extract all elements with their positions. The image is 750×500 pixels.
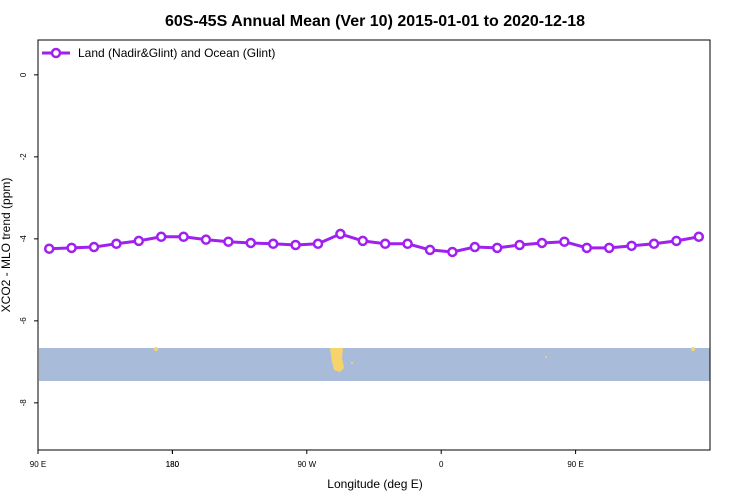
- y-tick-label: 0: [19, 72, 28, 77]
- x-tick-label: 90 E: [567, 460, 583, 469]
- land: [351, 362, 353, 364]
- data-point: [626, 240, 637, 252]
- x-tick-label: 90 W: [297, 460, 316, 469]
- data-point: [245, 237, 257, 249]
- legend-marker: [50, 47, 62, 59]
- data-point: [469, 241, 481, 253]
- land: [691, 347, 695, 351]
- data-point: [88, 241, 100, 253]
- legend-label: Land (Nadir&Glint) and Ocean (Glint): [78, 46, 275, 60]
- data-point: [223, 236, 234, 247]
- land: [330, 348, 344, 372]
- data-point: [66, 242, 77, 254]
- data-point: [603, 242, 615, 254]
- data-point: [559, 236, 570, 247]
- data-point: [536, 237, 548, 249]
- data-point: [357, 235, 369, 247]
- data-point: [514, 239, 525, 251]
- data-point: [402, 238, 413, 250]
- x-tick-label: 180: [166, 460, 180, 469]
- data-point: [155, 231, 167, 243]
- data-point: [111, 238, 122, 250]
- x-axis-label: Longitude (deg E): [327, 477, 422, 491]
- data-point: [671, 235, 682, 247]
- data-point: [267, 238, 279, 250]
- data-point: [133, 235, 145, 247]
- map-strip: [39, 347, 710, 381]
- data-point: [648, 238, 660, 250]
- data-point: [312, 238, 324, 250]
- data-point: [424, 244, 436, 256]
- data-point: [178, 231, 189, 243]
- ocean: [39, 348, 710, 381]
- x-tick-label: 0: [439, 460, 444, 469]
- y-tick-label: -8: [19, 399, 28, 407]
- land: [545, 356, 547, 358]
- data-point: [693, 231, 705, 243]
- x-tick-label: 90 E: [30, 460, 46, 469]
- y-tick-label: -4: [19, 235, 28, 243]
- data-point: [581, 242, 593, 254]
- data-point: [447, 246, 458, 258]
- data-point: [43, 243, 55, 254]
- data-point: [491, 242, 503, 254]
- x-tick-label: 180: [166, 460, 180, 469]
- y-axis-label: XCO2 - MLO trend (ppm): [0, 178, 13, 313]
- data-point: [200, 234, 212, 245]
- y-tick-label: -6: [19, 317, 28, 325]
- data-point: [379, 238, 391, 250]
- plot-frame: [37, 39, 711, 451]
- land: [154, 347, 158, 351]
- data-point: [290, 239, 301, 251]
- chart-title: 60S-45S Annual Mean (Ver 10) 2015-01-01 …: [165, 13, 585, 30]
- data-point: [335, 228, 346, 240]
- y-tick-label: -2: [19, 153, 28, 161]
